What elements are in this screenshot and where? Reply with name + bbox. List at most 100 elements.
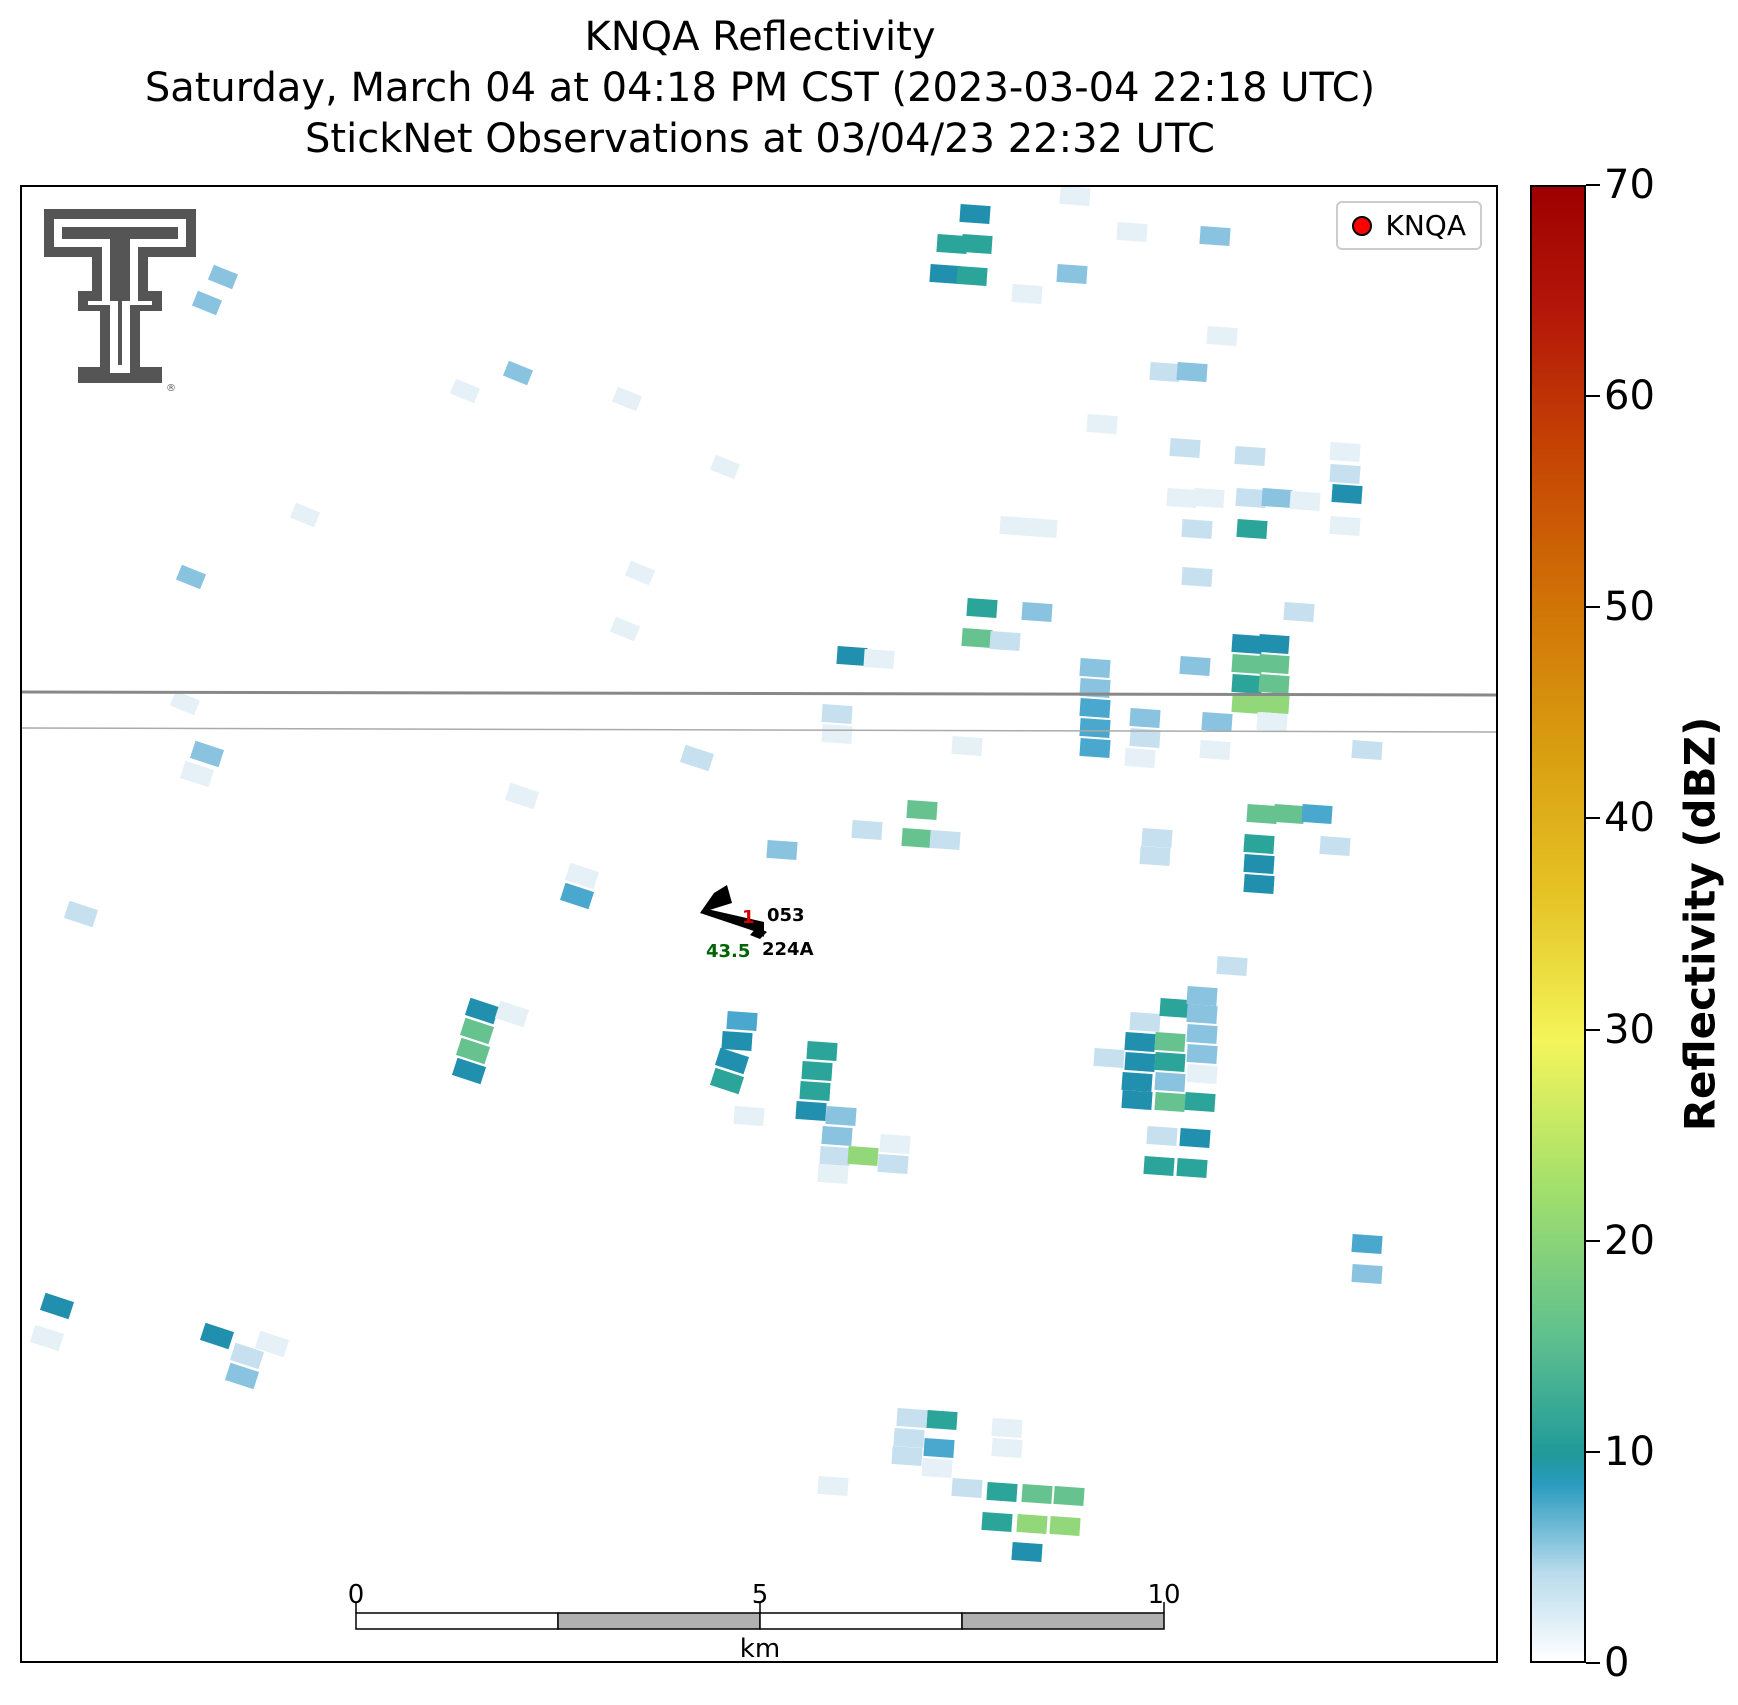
reflectivity-cell (1231, 653, 1263, 675)
colorbar-tick (1586, 184, 1600, 186)
legend-label: KNQA (1385, 209, 1467, 242)
reflectivity-cell (1181, 566, 1213, 588)
reflectivity-cell (229, 1342, 265, 1370)
reflectivity-cell (1026, 517, 1058, 539)
colorbar-tick-label: 60 (1604, 373, 1655, 420)
reflectivity-cell (1216, 955, 1248, 977)
radar-map[interactable]: 1 053 43.5 224A ® KNQA (20, 185, 1498, 1663)
reflectivity-cells (29, 187, 1383, 1563)
reflectivity-cell (1329, 463, 1361, 485)
colorbar-tick (1586, 817, 1600, 820)
title-line-1: KNQA Reflectivity (584, 14, 936, 60)
reflectivity-cell (877, 1153, 909, 1175)
scale-bar (355, 1602, 1165, 1630)
reflectivity-cell (1199, 225, 1231, 247)
reflectivity-cell (1331, 483, 1363, 505)
colorbar-tick (1586, 1028, 1600, 1031)
reflectivity-cell (1258, 693, 1290, 715)
reflectivity-cell (1351, 1263, 1383, 1285)
reflectivity-cell (1231, 673, 1263, 695)
reflectivity-cell (1146, 1125, 1178, 1147)
reflectivity-cell (961, 627, 993, 649)
reflectivity-cell (999, 515, 1031, 537)
reflectivity-cell (1049, 1515, 1081, 1537)
reflectivity-cell (1079, 657, 1111, 679)
reflectivity-cell (1283, 601, 1315, 623)
reflectivity-cell (1169, 437, 1201, 459)
reflectivity-cell (1079, 697, 1111, 719)
reflectivity-cell (494, 1000, 530, 1028)
reflectivity-cell (817, 1163, 849, 1185)
reflectivity-cell (709, 454, 741, 480)
station-id: 224A (762, 939, 814, 960)
reflectivity-cell (1021, 1483, 1053, 1505)
reflectivity-cell (1201, 711, 1233, 733)
reflectivity-cell (906, 799, 938, 821)
station-value-green: 43.5 (706, 941, 750, 962)
reflectivity-cell (175, 564, 207, 590)
reflectivity-cell (1289, 490, 1321, 512)
reflectivity-cell (451, 1057, 487, 1085)
reflectivity-cell (879, 1133, 911, 1155)
reflectivity-cell (986, 1481, 1018, 1503)
scale-unit-label: km (739, 1634, 781, 1664)
reflectivity-cell (1143, 1155, 1175, 1177)
reflectivity-cell (1121, 1089, 1153, 1111)
reflectivity-cell (1206, 325, 1238, 347)
reflectivity-cell (1243, 853, 1275, 875)
reflectivity-cell (1166, 487, 1198, 509)
reflectivity-cell (559, 882, 595, 910)
wind-barb-icon (700, 885, 767, 939)
reflectivity-cell (1301, 803, 1333, 825)
boundary-line-lower (22, 727, 1496, 733)
colorbar-tick-label: 30 (1604, 1006, 1655, 1053)
reflectivity-cell (1129, 727, 1161, 749)
reflectivity-cell (733, 1105, 765, 1127)
reflectivity-cell (799, 1080, 831, 1102)
reflectivity-cell (1011, 1541, 1043, 1563)
reflectivity-cell (1129, 1011, 1161, 1033)
reflectivity-cell (39, 1292, 75, 1320)
reflectivity-cell (1121, 1071, 1153, 1093)
colorbar-tick-label: 20 (1604, 1217, 1655, 1264)
reflectivity-cell (464, 997, 500, 1025)
reflectivity-cell (836, 645, 868, 667)
reflectivity-cell (795, 1100, 827, 1122)
reflectivity-cell (821, 1125, 853, 1147)
map-legend: KNQA (1335, 201, 1482, 250)
reflectivity-cell (1176, 1157, 1208, 1179)
reflectivity-cell (1351, 1233, 1383, 1255)
reflectivity-cell (1141, 827, 1173, 849)
reflectivity-cell (929, 829, 961, 851)
reflectivity-cell (1053, 1485, 1085, 1507)
reflectivity-cell (956, 265, 988, 287)
reflectivity-cell (1154, 1071, 1186, 1093)
reflectivity-cell (959, 203, 991, 225)
reflectivity-cell (1129, 707, 1161, 729)
reflectivity-cell (936, 233, 968, 255)
texas-tech-double-t-logo: ® (44, 209, 196, 394)
reflectivity-cell (1079, 717, 1111, 739)
reflectivity-cell (1181, 518, 1213, 540)
reflectivity-cell (1186, 1003, 1218, 1025)
reflectivity-cell (847, 1145, 879, 1167)
reflectivity-cell (721, 1030, 753, 1052)
reflectivity-cell (1199, 739, 1231, 761)
reflectivity-cell (564, 862, 600, 890)
reflectivity-cell (766, 839, 798, 861)
reflectivity-cell (891, 1445, 923, 1467)
reflectivity-cell (926, 1409, 958, 1431)
reflectivity-cell (1258, 633, 1290, 655)
reflectivity-cell (1329, 515, 1361, 537)
reflectivity-cell (1193, 487, 1225, 509)
radar-map-canvas: 1 053 43.5 224A (22, 187, 1496, 1630)
colorbar-tick-label: 0 (1604, 1640, 1630, 1686)
reflectivity-cell (1235, 487, 1267, 509)
reflectivity-cell (1231, 693, 1263, 715)
reflectivity-cell (929, 263, 961, 285)
reflectivity-cell (611, 386, 643, 412)
reflectivity-cell (726, 1010, 758, 1032)
reflectivity-cell (1246, 803, 1278, 825)
reflectivity-cell (1154, 1051, 1186, 1073)
colorbar-title: Reflectivity (dBZ) (1675, 716, 1725, 1132)
